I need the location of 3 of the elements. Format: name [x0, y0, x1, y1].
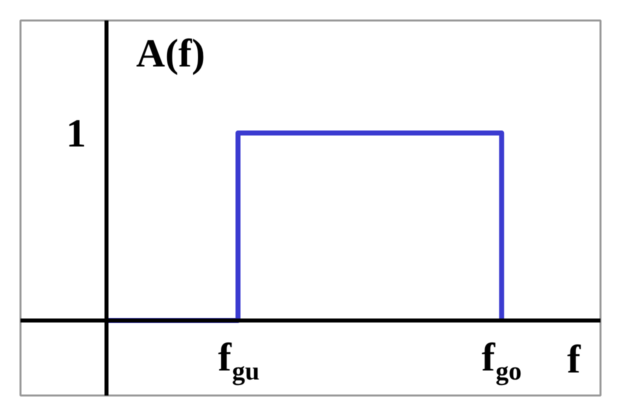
annotation: 1	[66, 110, 86, 156]
x-axis-title: f	[567, 336, 582, 382]
y-axis-title: A(f)	[136, 30, 206, 76]
